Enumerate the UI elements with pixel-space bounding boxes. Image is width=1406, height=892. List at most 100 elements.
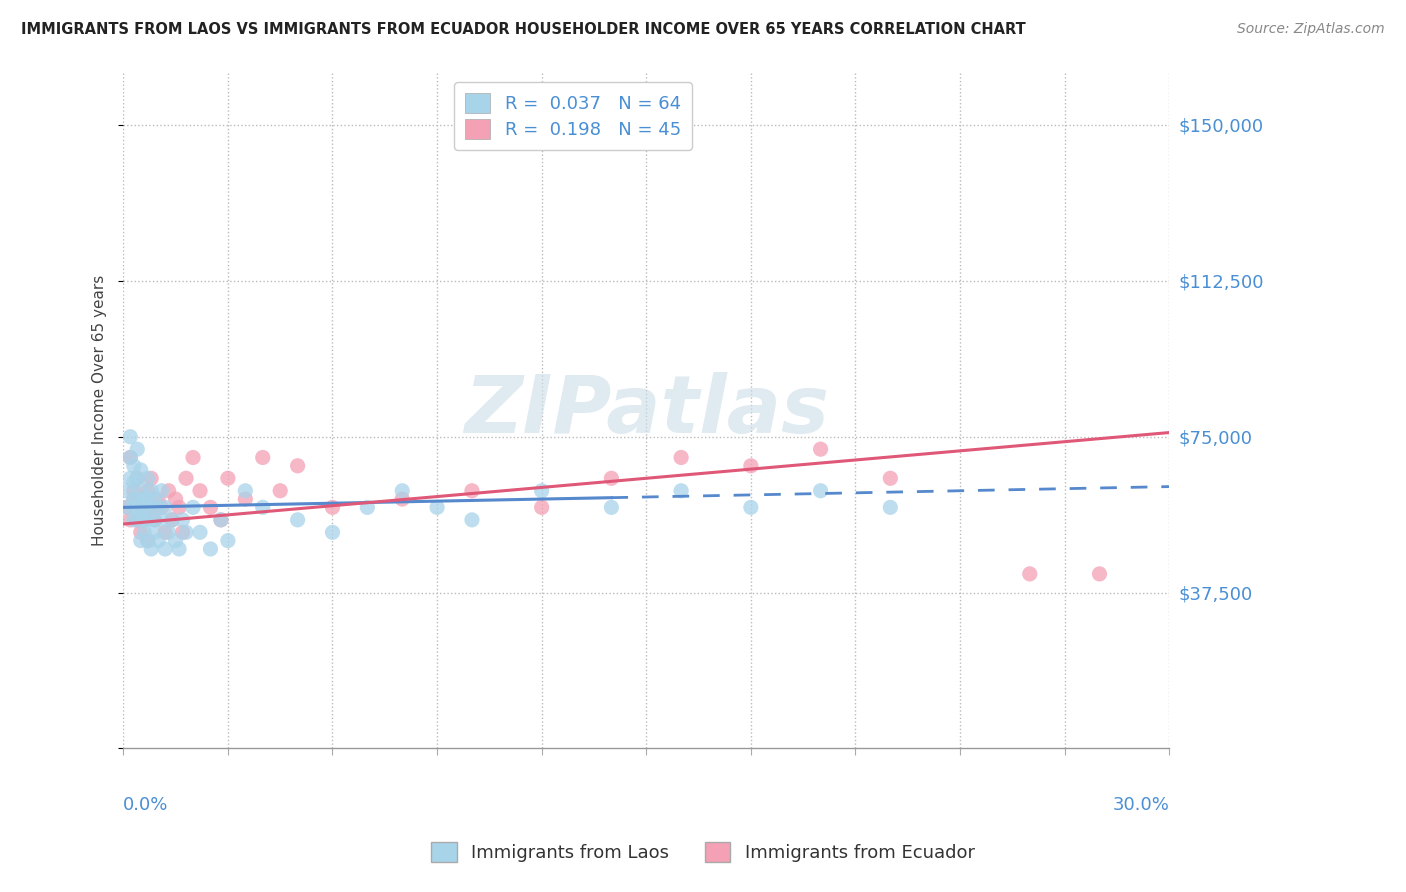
Point: [129, 483, 152, 498]
Point: [461, 483, 484, 498]
Text: Source: ZipAtlas.com: Source: ZipAtlas.com: [1237, 22, 1385, 37]
Point: [669, 450, 692, 465]
Point: [127, 491, 149, 506]
Point: [810, 442, 832, 457]
Point: [167, 541, 190, 556]
Point: [600, 500, 623, 515]
Point: [127, 471, 149, 485]
Point: [153, 541, 176, 556]
Point: [120, 450, 142, 465]
Legend: R =  0.037   N = 64, R =  0.198   N = 45: R = 0.037 N = 64, R = 0.198 N = 45: [454, 82, 692, 150]
Point: [136, 533, 159, 548]
Text: ZIPatlas: ZIPatlas: [464, 372, 828, 450]
Point: [143, 491, 166, 506]
Point: [122, 500, 145, 515]
Point: [146, 491, 169, 506]
Point: [233, 491, 256, 506]
Point: [810, 483, 832, 498]
Point: [127, 471, 149, 485]
Point: [209, 513, 232, 527]
Point: [153, 500, 176, 515]
Point: [115, 500, 138, 515]
Point: [200, 541, 222, 556]
Point: [141, 471, 163, 485]
Legend: Immigrants from Laos, Immigrants from Ecuador: Immigrants from Laos, Immigrants from Ec…: [425, 835, 981, 870]
Point: [122, 458, 145, 473]
Point: [174, 525, 197, 540]
Point: [141, 500, 163, 515]
Point: [122, 483, 145, 498]
Point: [136, 471, 159, 485]
Point: [669, 483, 692, 498]
Point: [120, 471, 142, 485]
Point: [134, 500, 156, 515]
Point: [141, 541, 163, 556]
Text: 30.0%: 30.0%: [1112, 796, 1170, 814]
Point: [1018, 566, 1040, 581]
Point: [129, 500, 152, 515]
Point: [252, 450, 274, 465]
Point: [115, 500, 138, 515]
Point: [122, 491, 145, 506]
Point: [165, 491, 187, 506]
Point: [136, 491, 159, 506]
Point: [181, 500, 204, 515]
Point: [129, 508, 152, 523]
Point: [391, 491, 413, 506]
Point: [134, 513, 156, 527]
Point: [134, 491, 156, 506]
Point: [174, 471, 197, 485]
Point: [172, 525, 194, 540]
Point: [160, 513, 183, 527]
Point: [122, 475, 145, 490]
Point: [530, 483, 553, 498]
Point: [146, 533, 169, 548]
Point: [287, 458, 309, 473]
Text: 0.0%: 0.0%: [124, 796, 169, 814]
Point: [157, 483, 180, 498]
Point: [287, 513, 309, 527]
Point: [122, 491, 145, 506]
Point: [160, 513, 183, 527]
Point: [129, 463, 152, 477]
Point: [122, 513, 145, 527]
Point: [165, 533, 187, 548]
Point: [134, 491, 156, 506]
Point: [157, 525, 180, 540]
Point: [1088, 566, 1111, 581]
Point: [129, 500, 152, 515]
Point: [200, 500, 222, 515]
Point: [252, 500, 274, 515]
Point: [233, 483, 256, 498]
Point: [356, 500, 378, 515]
Point: [181, 450, 204, 465]
Point: [115, 483, 138, 498]
Point: [136, 483, 159, 498]
Point: [120, 513, 142, 527]
Point: [172, 513, 194, 527]
Point: [426, 500, 449, 515]
Point: [150, 513, 173, 527]
Point: [209, 513, 232, 527]
Point: [167, 500, 190, 515]
Point: [143, 525, 166, 540]
Point: [740, 458, 762, 473]
Point: [217, 533, 239, 548]
Point: [129, 533, 152, 548]
Point: [391, 483, 413, 498]
Point: [129, 525, 152, 540]
Point: [879, 500, 901, 515]
Point: [879, 471, 901, 485]
Point: [740, 500, 762, 515]
Point: [321, 500, 343, 515]
Point: [120, 430, 142, 444]
Point: [134, 513, 156, 527]
Point: [141, 500, 163, 515]
Point: [188, 483, 211, 498]
Y-axis label: Householder Income Over 65 years: Householder Income Over 65 years: [93, 275, 107, 547]
Point: [127, 442, 149, 457]
Point: [153, 525, 176, 540]
Point: [127, 513, 149, 527]
Point: [136, 513, 159, 527]
Point: [600, 471, 623, 485]
